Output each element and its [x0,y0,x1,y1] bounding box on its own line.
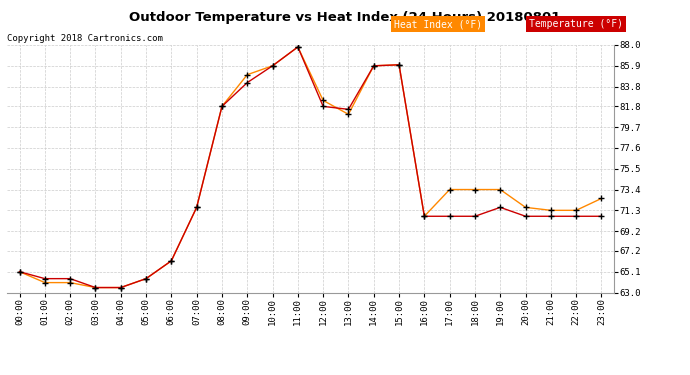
Text: Copyright 2018 Cartronics.com: Copyright 2018 Cartronics.com [7,34,163,43]
Text: Heat Index (°F): Heat Index (°F) [394,20,482,29]
Text: Outdoor Temperature vs Heat Index (24 Hours) 20180801: Outdoor Temperature vs Heat Index (24 Ho… [129,11,561,24]
Text: Temperature (°F): Temperature (°F) [529,20,623,29]
